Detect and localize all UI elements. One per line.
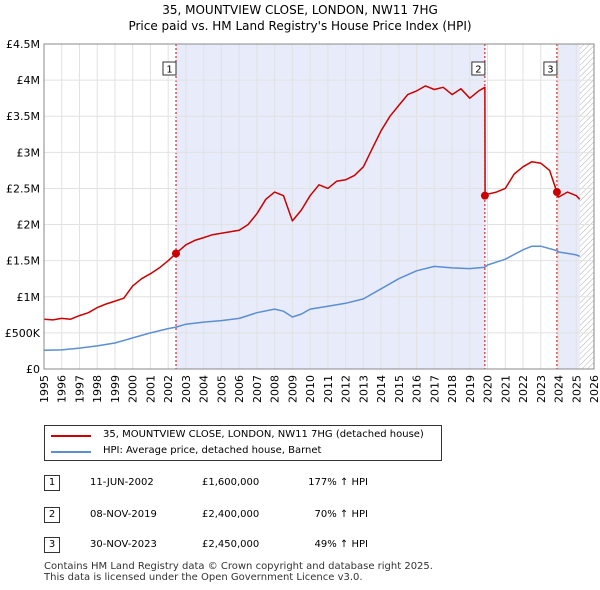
plot-frame bbox=[43, 43, 595, 370]
sale-price-1: £1,600,000 bbox=[202, 477, 260, 488]
sale-row-2: 2 08-NOV-2019 £2,400,000 70% ↑ HPI bbox=[44, 507, 444, 527]
sale-box-2 bbox=[471, 61, 486, 76]
sale-hpi-2: 70% ↑ HPI bbox=[314, 509, 368, 520]
sale-hpi-1: 177% ↑ HPI bbox=[308, 477, 368, 488]
footer: Contains HM Land Registry data © Crown c… bbox=[44, 561, 433, 583]
x-tick-label: 2022 bbox=[517, 375, 530, 403]
y-tick-label: £2.5M bbox=[6, 182, 40, 195]
x-tick-label: 2002 bbox=[162, 375, 175, 403]
x-tick-label: 2016 bbox=[411, 375, 424, 403]
y-tick-label: £4M bbox=[17, 74, 41, 87]
property-price-line bbox=[44, 85, 581, 321]
x-tick-label: 2014 bbox=[375, 375, 388, 403]
legend-item-hpi: HPI: Average price, detached house, Barn… bbox=[45, 444, 441, 460]
x-tick-label: 2004 bbox=[198, 375, 211, 403]
x-tick-label: 2020 bbox=[482, 375, 495, 403]
legend-item-property: 35, MOUNTVIEW CLOSE, LONDON, NW11 7HG (d… bbox=[45, 428, 441, 444]
x-tick-label: 2018 bbox=[446, 375, 459, 403]
sale-point-1 bbox=[172, 249, 180, 258]
x-tick-label: 1995 bbox=[38, 375, 51, 403]
x-tick-label: 2026 bbox=[588, 375, 600, 403]
x-tick-label: 2017 bbox=[428, 375, 441, 403]
x-tick-label: 2010 bbox=[304, 375, 317, 403]
legend-swatch-hpi bbox=[51, 451, 91, 453]
x-tick-label: 2003 bbox=[180, 375, 193, 403]
hpi-line bbox=[44, 245, 581, 351]
y-tick-label: £1M bbox=[17, 291, 41, 304]
x-tick-label: 2024 bbox=[553, 375, 566, 403]
footer-line1: Contains HM Land Registry data © Crown c… bbox=[44, 561, 433, 572]
sale-box-1 bbox=[162, 61, 177, 76]
x-tick-label: 2012 bbox=[340, 375, 353, 403]
x-tick-label: 2008 bbox=[269, 375, 282, 403]
sale-hpi-3: 49% ↑ HPI bbox=[314, 539, 368, 550]
x-tick-label: 2019 bbox=[464, 375, 477, 403]
sale-price-2: £2,400,000 bbox=[202, 509, 260, 520]
legend-label-hpi: HPI: Average price, detached house, Barn… bbox=[103, 445, 322, 456]
future-hatch bbox=[579, 44, 594, 369]
x-tick-label: 2006 bbox=[233, 375, 246, 403]
y-tick-label: £2M bbox=[17, 219, 41, 232]
sale-badge-2: 2 bbox=[44, 507, 60, 523]
sale-price-3: £2,450,000 bbox=[202, 539, 260, 550]
legend-swatch-property bbox=[51, 435, 91, 437]
sale-box-label-1: 1 bbox=[166, 65, 172, 76]
ownership-shade-2 bbox=[556, 44, 580, 369]
x-tick-label: 2001 bbox=[144, 375, 157, 403]
sale-row-3: 3 30-NOV-2023 £2,450,000 49% ↑ HPI bbox=[44, 537, 444, 557]
x-tick-label: 2005 bbox=[215, 375, 228, 403]
price-chart: £0 £500K £1M £1.5M £2M £2.5M £3M £3.5M £4M £4.5M 1… bbox=[5, 38, 600, 403]
chart-title-line1: 35, MOUNTVIEW CLOSE, LONDON, NW11 7HG bbox=[162, 3, 438, 17]
x-tick-label: 2011 bbox=[322, 375, 335, 403]
y-tick-label: £0 bbox=[26, 363, 40, 376]
sale-date-1: 11-JUN-2002 bbox=[90, 477, 154, 488]
x-tick-label: 2023 bbox=[535, 375, 548, 403]
x-tick-label: 2007 bbox=[251, 375, 264, 403]
sale-point-3 bbox=[552, 188, 561, 197]
x-tick-label: 1999 bbox=[109, 375, 122, 403]
sale-point-2 bbox=[480, 191, 489, 200]
x-tick-label: 1996 bbox=[56, 375, 69, 403]
x-tick-label: 2015 bbox=[393, 375, 406, 403]
y-tick-label: £1.5M bbox=[6, 255, 40, 268]
sale-box-label-3: 3 bbox=[547, 65, 553, 76]
x-tick-label: 2000 bbox=[127, 375, 140, 403]
sale-date-2: 08-NOV-2019 bbox=[90, 509, 157, 520]
y-tick-label: £3.5M bbox=[6, 110, 40, 123]
x-tick-label: 1998 bbox=[91, 375, 104, 403]
x-tick-label: 2021 bbox=[499, 375, 512, 403]
sale-badge-1: 1 bbox=[44, 475, 60, 491]
sale-row-1: 1 11-JUN-2002 £1,600,000 177% ↑ HPI bbox=[44, 475, 444, 495]
x-tick-label: 2009 bbox=[286, 375, 299, 403]
sale-box-3 bbox=[543, 61, 558, 76]
sale-date-3: 30-NOV-2023 bbox=[90, 539, 157, 550]
footer-line2: This data is licensed under the Open Gov… bbox=[44, 572, 363, 583]
y-tick-label: £500K bbox=[5, 327, 41, 340]
sale-badge-3: 3 bbox=[44, 537, 60, 553]
y-tick-label: £3M bbox=[17, 146, 41, 159]
x-tick-label: 2025 bbox=[570, 375, 583, 403]
chart-title-line2: Price paid vs. HM Land Registry's House … bbox=[128, 19, 472, 33]
chart-legend: 35, MOUNTVIEW CLOSE, LONDON, NW11 7HG (d… bbox=[44, 425, 442, 461]
ownership-shade-1 bbox=[176, 44, 485, 369]
sale-box-label-2: 2 bbox=[475, 65, 481, 76]
x-tick-label: 2013 bbox=[357, 375, 370, 403]
legend-label-property: 35, MOUNTVIEW CLOSE, LONDON, NW11 7HG (d… bbox=[103, 429, 424, 440]
y-tick-label: £4.5M bbox=[6, 38, 40, 51]
x-tick-label: 1997 bbox=[73, 375, 86, 403]
